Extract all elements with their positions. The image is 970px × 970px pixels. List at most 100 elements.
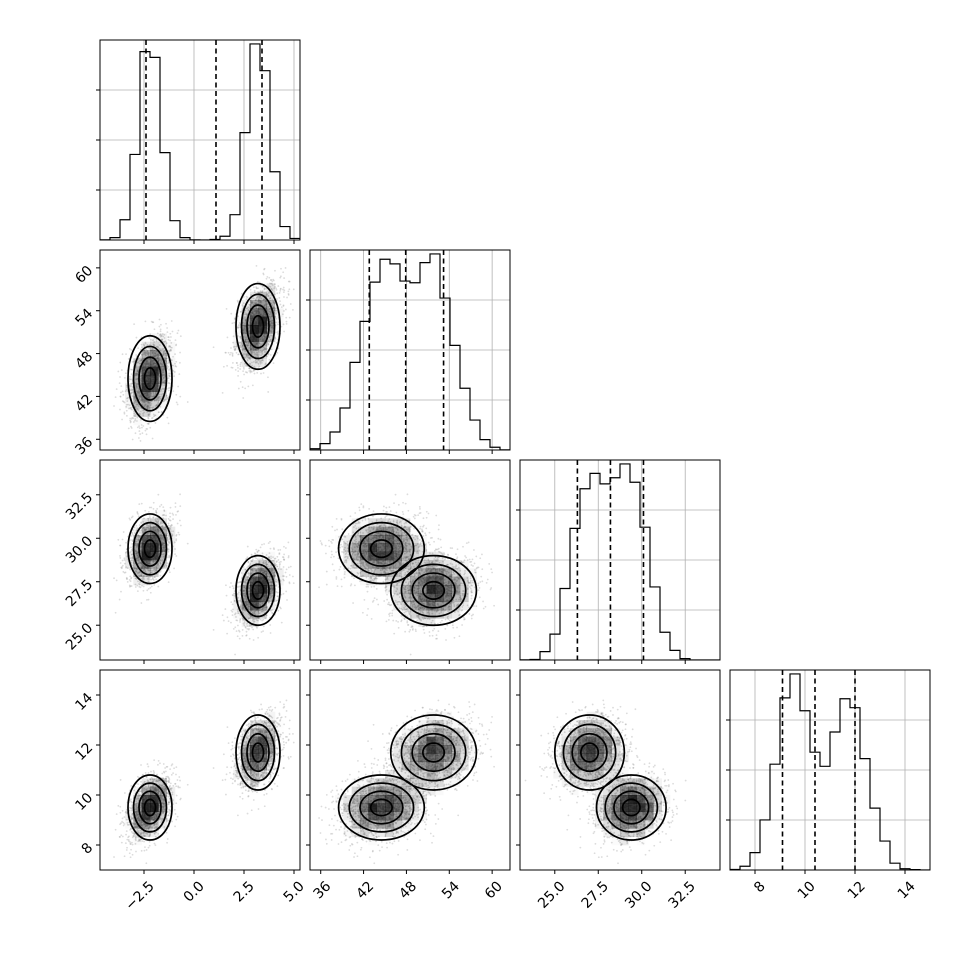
sample-point xyxy=(286,599,288,601)
sample-point xyxy=(129,518,132,521)
sample-point xyxy=(140,381,142,384)
sample-point xyxy=(241,634,244,637)
sample-point xyxy=(128,578,131,581)
sample-point xyxy=(246,355,249,358)
sample-point xyxy=(168,554,171,557)
sample-point xyxy=(273,287,276,290)
sample-point xyxy=(141,575,144,578)
sample-point xyxy=(135,567,138,570)
sample-point xyxy=(245,598,248,601)
sample-point xyxy=(264,337,267,340)
sample-point xyxy=(248,304,251,307)
sample-point xyxy=(159,399,162,402)
sample-point xyxy=(120,590,122,593)
sample-point xyxy=(168,556,170,559)
sample-point xyxy=(240,607,243,610)
sample-point xyxy=(171,535,173,537)
sample-point xyxy=(250,301,253,304)
sample-point xyxy=(123,401,126,404)
sample-point xyxy=(270,568,273,570)
sample-point xyxy=(147,400,149,403)
sample-point xyxy=(282,291,285,294)
sample-point xyxy=(119,395,122,398)
sample-point xyxy=(262,338,265,341)
sample-point xyxy=(138,397,141,400)
sample-point xyxy=(148,362,151,365)
sample-point xyxy=(292,308,294,311)
sample-point xyxy=(135,540,137,543)
sample-point xyxy=(149,411,152,414)
sample-point xyxy=(255,569,258,572)
sample-point xyxy=(130,576,133,579)
sample-point xyxy=(166,536,168,539)
sample-point xyxy=(153,415,155,418)
sample-point xyxy=(141,577,144,580)
sample-point xyxy=(249,363,251,366)
sample-point xyxy=(230,312,233,315)
sample-point xyxy=(143,578,146,580)
sample-point xyxy=(242,296,245,298)
sample-point xyxy=(259,349,262,352)
sample-point xyxy=(170,524,173,526)
sample-point xyxy=(129,585,132,588)
sample-point xyxy=(261,610,264,613)
sample-point xyxy=(167,382,170,384)
sample-point xyxy=(239,336,242,339)
sample-point xyxy=(134,419,136,422)
sample-point xyxy=(279,548,282,551)
sample-point xyxy=(150,391,153,394)
sample-point xyxy=(178,373,181,376)
sample-point xyxy=(162,539,165,542)
sample-point xyxy=(133,568,136,570)
sample-point xyxy=(161,364,164,367)
y-tick-label-p1-3: 54 xyxy=(72,306,96,330)
sample-point xyxy=(166,416,169,419)
sample-point xyxy=(134,570,137,572)
sample-point xyxy=(151,526,153,529)
sample-point xyxy=(245,344,247,346)
sample-point xyxy=(155,578,158,581)
sample-point xyxy=(272,573,275,575)
sample-point xyxy=(125,384,128,387)
sample-point xyxy=(259,301,262,303)
sample-point xyxy=(263,267,266,270)
sample-point xyxy=(122,570,125,573)
sample-point xyxy=(268,341,271,343)
sample-point xyxy=(134,583,137,586)
sample-point xyxy=(257,359,260,362)
sample-point xyxy=(167,548,170,551)
sample-point xyxy=(272,306,275,309)
sample-point xyxy=(158,347,161,350)
sample-point xyxy=(274,574,277,577)
sample-point xyxy=(254,303,257,305)
sample-point xyxy=(285,322,288,325)
sample-point xyxy=(246,358,249,361)
sample-point xyxy=(147,519,150,522)
sample-point xyxy=(148,337,151,339)
sample-point xyxy=(136,543,139,546)
sample-point xyxy=(179,524,182,527)
sample-point xyxy=(251,364,253,367)
sample-point xyxy=(139,394,141,397)
sample-point xyxy=(129,389,132,392)
sample-point xyxy=(146,405,149,408)
sample-point xyxy=(234,348,236,351)
sample-point xyxy=(261,337,264,340)
sample-point xyxy=(275,287,278,290)
sample-point xyxy=(258,603,261,605)
sample-point xyxy=(139,348,142,351)
sample-point xyxy=(269,320,272,323)
sample-point xyxy=(224,351,227,354)
sample-point xyxy=(155,509,157,512)
sample-point xyxy=(246,371,248,374)
sample-point xyxy=(144,350,147,353)
sample-point xyxy=(267,294,270,297)
contour-level-3 xyxy=(127,334,173,423)
sample-point xyxy=(265,355,268,358)
density-cell xyxy=(250,325,259,334)
sample-point xyxy=(280,568,282,571)
sample-point xyxy=(131,360,134,363)
sample-point xyxy=(270,566,273,569)
sample-point xyxy=(175,343,178,346)
sample-point xyxy=(131,368,133,371)
